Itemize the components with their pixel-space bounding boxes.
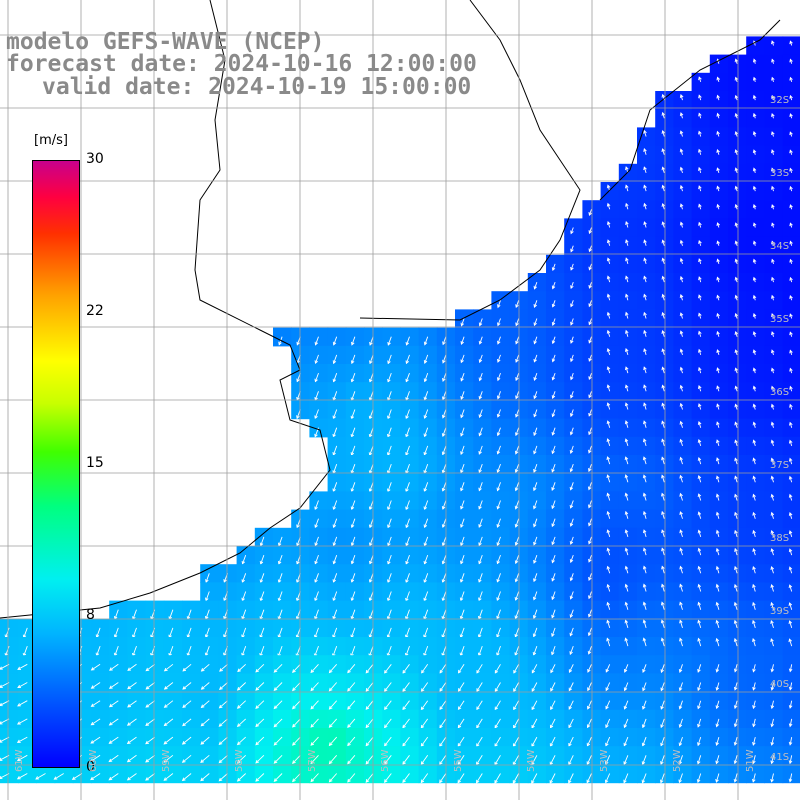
lon-label-61w: 61W bbox=[14, 749, 25, 772]
lon-label-53w: 53W bbox=[599, 749, 610, 772]
colorbar-tick-15: 15 bbox=[86, 455, 104, 471]
lat-label-35s: 35S bbox=[770, 314, 790, 325]
lat-label-40s: 40S bbox=[770, 679, 790, 690]
lat-label-37s: 37S bbox=[770, 460, 790, 471]
model-title: modelo GEFS-WAVE (NCEP) bbox=[6, 29, 325, 55]
colorbar-tick-30: 30 bbox=[86, 151, 104, 167]
lat-label-41s: 41S bbox=[770, 752, 790, 763]
colorbar-tick-8: 8 bbox=[86, 607, 95, 623]
valid-date: valid date: 2024-10-19 15:00:00 bbox=[42, 74, 472, 100]
lon-label-52w: 52W bbox=[672, 749, 683, 772]
lat-label-33s: 33S bbox=[770, 168, 790, 179]
colorbar bbox=[32, 160, 80, 768]
lat-label-36s: 36S bbox=[770, 387, 790, 398]
lat-label-32s: 32S bbox=[770, 95, 790, 106]
lon-label-55w: 55W bbox=[453, 749, 464, 772]
lon-label-54w: 54W bbox=[526, 749, 537, 772]
lat-label-39s: 39S bbox=[770, 606, 790, 617]
lon-label-57w: 57W bbox=[307, 749, 318, 772]
lon-label-59w: 59W bbox=[161, 749, 172, 772]
lon-label-51w: 51W bbox=[745, 749, 756, 772]
colorbar-units: [m/s] bbox=[34, 133, 68, 148]
lat-label-38s: 38S bbox=[770, 533, 790, 544]
lon-label-58w: 58W bbox=[234, 749, 245, 772]
lon-label-60w: 60W bbox=[88, 749, 99, 772]
lat-label-34s: 34S bbox=[770, 241, 790, 252]
coastline bbox=[0, 0, 781, 619]
forecast-date: forecast date: 2024-10-16 12:00:00 bbox=[6, 51, 477, 77]
colorbar-tick-22: 22 bbox=[86, 303, 104, 319]
wind-speed-field bbox=[0, 36, 800, 785]
colorbar-tick-0: 0 bbox=[86, 759, 95, 775]
lon-label-56w: 56W bbox=[380, 749, 391, 772]
